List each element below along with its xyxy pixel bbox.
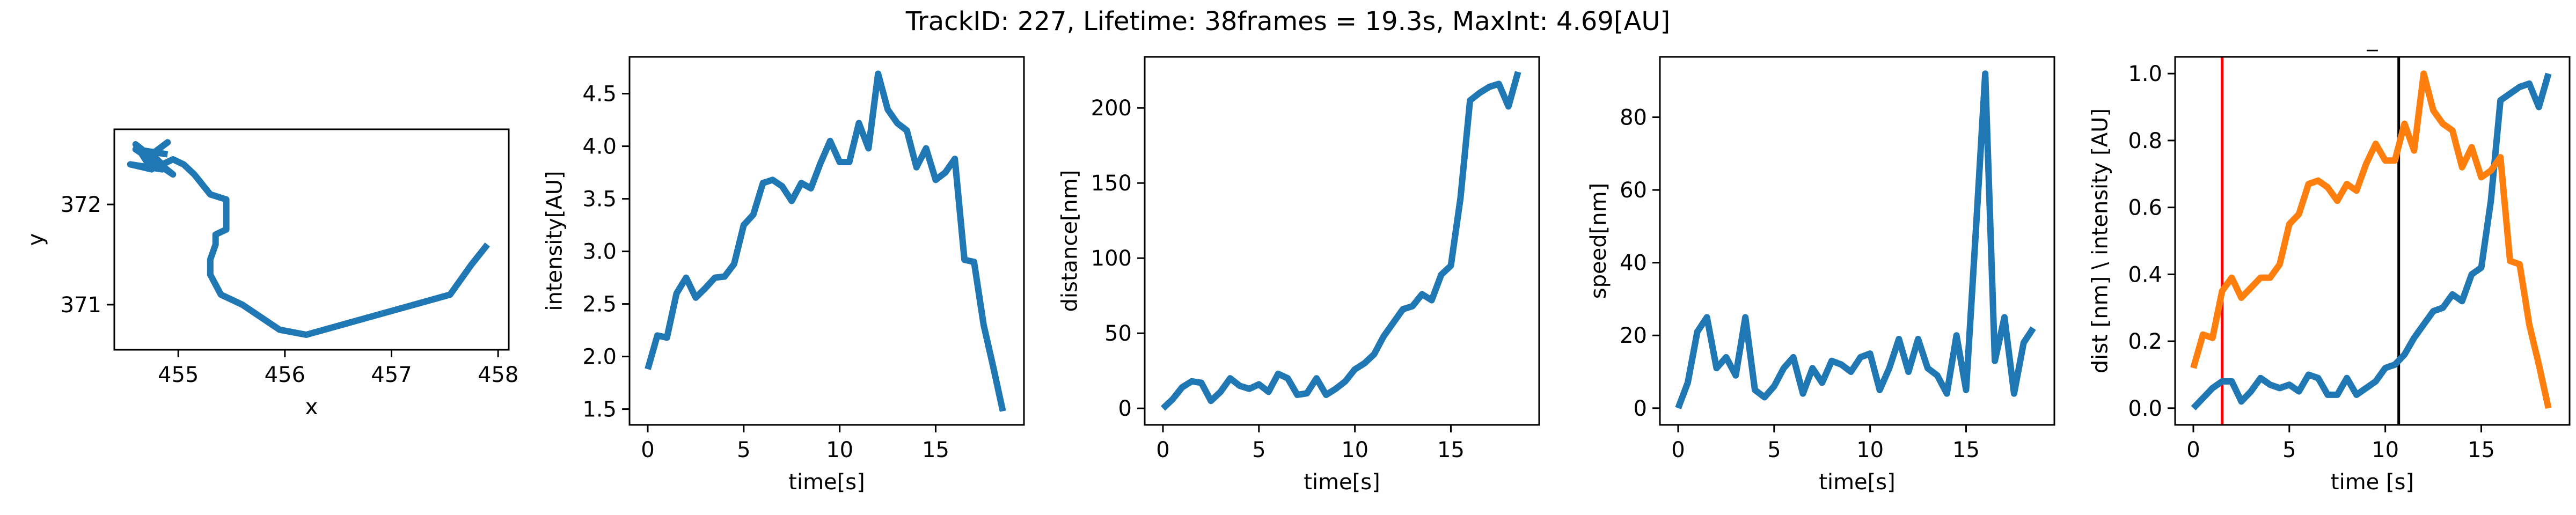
x-tick-label: 15 xyxy=(1437,438,1465,462)
y-tick-label: 3.0 xyxy=(582,240,617,264)
y-tick-label: 4.5 xyxy=(582,82,617,107)
y-tick-label: 60 xyxy=(1620,178,1647,203)
y-tick-label: 40 xyxy=(1620,251,1647,276)
y-tick-label: 372 xyxy=(61,193,101,217)
panel-title: _ xyxy=(2367,27,2379,52)
y-tick-label: 0 xyxy=(1634,396,1647,421)
y-tick-label: 0.0 xyxy=(2128,396,2162,421)
x-tick-label: 10 xyxy=(826,438,853,462)
x-tick-label: 5 xyxy=(737,438,750,462)
series-line-1 xyxy=(1160,71,1521,411)
y-tick-label: 0.4 xyxy=(2128,262,2162,287)
y-tick-label: 0.6 xyxy=(2128,196,2162,220)
x-axis-label: time [s] xyxy=(2331,470,2414,495)
x-axis-label: time[s] xyxy=(788,470,865,495)
y-axis-label: intensity[AU] xyxy=(543,171,567,311)
y-tick-label: 1.5 xyxy=(582,398,617,422)
chart-panel-1: 455 456 457 458 371 372 x y xyxy=(24,128,518,420)
x-axis-label: time[s] xyxy=(1819,470,1895,495)
series-line-1 xyxy=(2191,72,2552,410)
y-axis-label: speed[nm] xyxy=(1586,183,1611,299)
y-tick-label: 3.5 xyxy=(582,187,617,212)
y-tick-label: 150 xyxy=(1091,171,1132,196)
x-tick-label: 5 xyxy=(1767,438,1781,462)
y-tick-label: 2.5 xyxy=(582,292,617,317)
y-tick-label: 100 xyxy=(1091,246,1132,271)
x-tick-label: 0 xyxy=(1156,438,1169,462)
y-axis-label: distance[nm] xyxy=(1058,170,1082,312)
chart-panel-4: 0 5 10 15 0 20 40 60 80 time[s] speed[nm] xyxy=(1586,56,2055,495)
x-tick-label: 15 xyxy=(922,438,949,462)
x-tick-label: 10 xyxy=(1856,438,1884,462)
x-tick-label: 5 xyxy=(1252,438,1265,462)
y-tick-label: 0 xyxy=(1118,396,1132,421)
x-axis-label: x xyxy=(305,395,318,420)
x-tick-label: 0 xyxy=(2186,438,2200,462)
x-axis-label: time[s] xyxy=(1304,470,1380,495)
x-tick-label: 5 xyxy=(2282,438,2296,462)
series-line-1 xyxy=(127,139,490,338)
chart-panel-2: 0 5 10 15 1.5 2.0 2.5 3.0 3.5 4.0 4.5 time[s] intens… xyxy=(543,56,1025,495)
x-tick-label: 0 xyxy=(1671,438,1685,462)
series-line-1 xyxy=(645,70,1006,412)
x-tick-label: 15 xyxy=(2468,438,2495,462)
y-tick-label: 2.0 xyxy=(582,345,617,370)
y-tick-label: 371 xyxy=(61,293,101,318)
y-tick-label: 4.0 xyxy=(582,135,617,159)
x-tick-label: 455 xyxy=(158,363,199,387)
x-tick-label: 457 xyxy=(371,363,412,387)
y-tick-label: 1.0 xyxy=(2128,62,2162,86)
y-tick-label: 0.2 xyxy=(2128,329,2162,354)
x-tick-label: 456 xyxy=(265,363,305,387)
y-tick-label: 0.8 xyxy=(2128,129,2162,153)
y-tick-label: 50 xyxy=(1104,321,1132,346)
axes-frame xyxy=(1144,56,1540,426)
y-axis-label: dist [nm] \ intensity [AU] xyxy=(2088,108,2113,373)
chart-panel-5: 0 5 10 15 0.0 0.2 0.4 0.6 0.8 1.0 time [s] dist [nm… xyxy=(2088,27,2571,495)
series-line-2 xyxy=(2190,70,2552,409)
y-tick-label: 80 xyxy=(1620,106,1647,130)
x-tick-label: 458 xyxy=(478,363,518,387)
axes-frame xyxy=(2174,56,2571,426)
x-tick-label: 15 xyxy=(1952,438,1980,462)
x-tick-label: 10 xyxy=(2372,438,2399,462)
axes-frame xyxy=(628,56,1025,426)
axes-frame xyxy=(1659,56,2055,426)
x-tick-label: 10 xyxy=(1341,438,1368,462)
y-tick-label: 20 xyxy=(1620,323,1647,348)
x-tick-label: 0 xyxy=(641,438,654,462)
y-tick-label: 200 xyxy=(1091,96,1132,121)
axes-frame xyxy=(113,128,510,351)
figure-title: TrackID: 227, Lifetime: 38frames = 19.3s… xyxy=(905,6,1671,36)
series-line-1 xyxy=(1675,70,2036,409)
y-axis-label: y xyxy=(24,233,48,246)
